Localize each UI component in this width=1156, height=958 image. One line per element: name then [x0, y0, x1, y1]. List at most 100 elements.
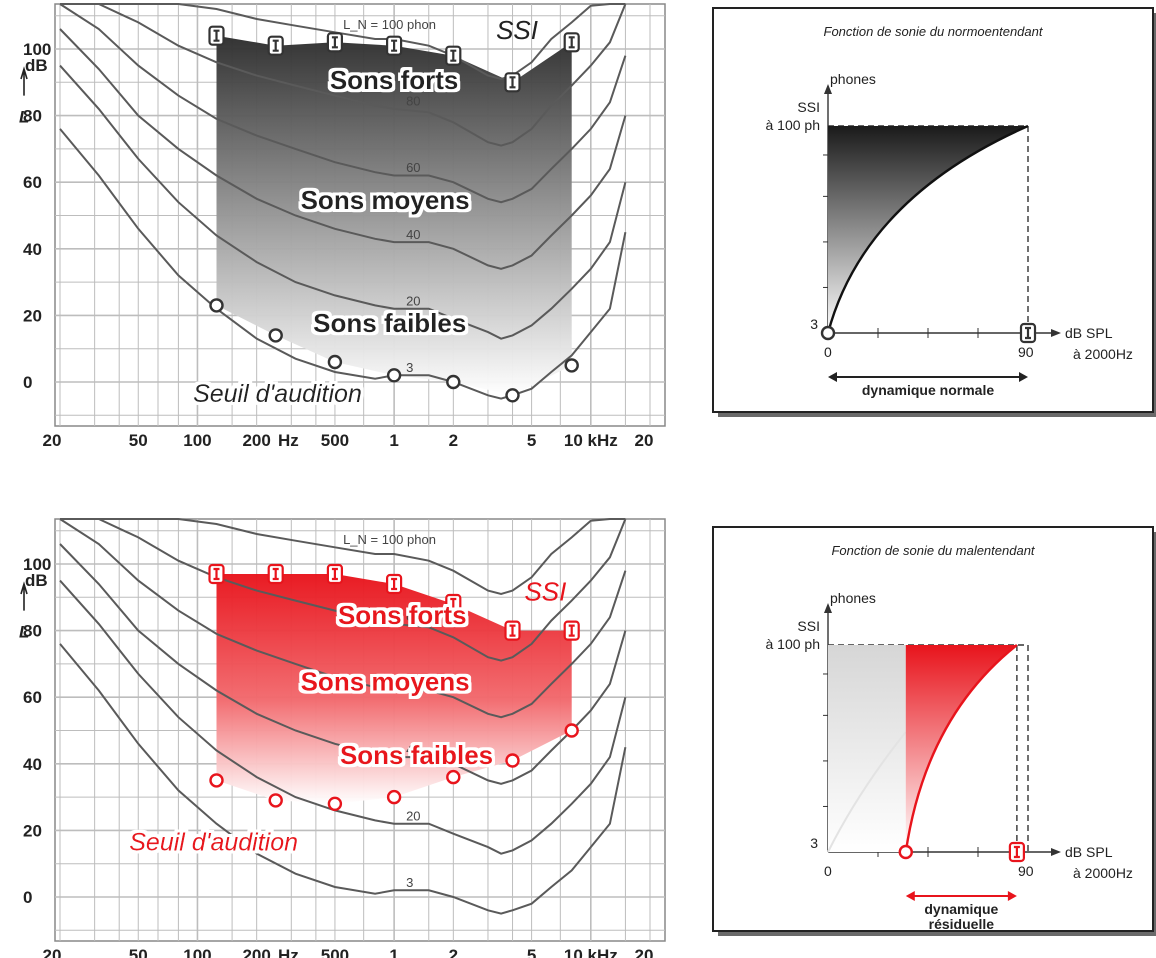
y-min-label: 3: [810, 835, 818, 851]
ssi-marker: [1008, 841, 1025, 863]
x-axis-arrowhead: [1051, 848, 1061, 856]
contour-label-80: 80: [406, 94, 420, 109]
y-tick-label-2: 40: [23, 240, 42, 259]
ssi-marker-4-glyph: [450, 49, 457, 62]
x-tick-label-10: 20: [635, 946, 654, 958]
ssi-marker-5-glyph: [509, 624, 516, 637]
threshold-marker-6: [564, 358, 579, 373]
threshold-marker-5: [505, 388, 520, 403]
loudness-panel-normal: Fonction de sonie du normoentendant phone…: [712, 7, 1156, 417]
equal-loudness-contour-60: [59, 3, 627, 204]
threshold-marker-3: [386, 789, 402, 805]
ssi-marker-6-glyph: [568, 624, 575, 637]
ssi-marker-6-glyph: [568, 36, 575, 49]
x-axis-sublabel: à 2000Hz: [1073, 865, 1133, 881]
x-tick-label-1: 50: [129, 431, 148, 450]
ssi-marker-4-glyph: [450, 597, 457, 611]
y-symbol-label: L: [19, 622, 29, 641]
threshold-marker: [898, 844, 913, 860]
y-axis-arrowhead: [824, 603, 832, 613]
ssi-level-label: à 100 ph: [766, 117, 821, 133]
x-tick-label-0: 20: [43, 946, 62, 958]
x-tick-label-9: 10 kHz: [564, 946, 618, 958]
panel-title: Fonction de sonie du malentendant: [831, 543, 1035, 558]
x-tick-label-7: 2: [449, 946, 458, 958]
y-tick-label-1: 20: [23, 306, 42, 325]
ssi-marker-0-glyph: [213, 29, 220, 42]
range-label-line2: résiduelle: [929, 916, 995, 932]
threshold-marker: [820, 325, 836, 341]
y-tick-label-3: 60: [23, 173, 42, 192]
y-tick-label-5: 100: [23, 555, 51, 574]
y-tick-label-5: 100: [23, 40, 51, 59]
x-tick-label-0: 20: [43, 431, 62, 450]
range-label-line1: dynamique normale: [862, 382, 994, 398]
y-min-label: 3: [810, 316, 818, 332]
loudness-area: [905, 645, 1017, 852]
ssi-marker-1-glyph: [272, 567, 279, 581]
x-tick-label-5: 500: [321, 946, 349, 958]
region-label-loud: Sons forts: [330, 65, 459, 95]
equal-loudness-contour-100: [60, 3, 626, 81]
loudness-area: [828, 126, 1028, 333]
loudness-curve: [904, 644, 1018, 853]
ssi-marker-0-glyph: [213, 567, 220, 581]
contour-label-3: 3: [406, 360, 413, 375]
ssi-marker-glyph: [1013, 845, 1020, 859]
ssi-marker-1: [267, 563, 284, 585]
x-tick-label-8: 5: [527, 946, 536, 958]
dynamic-range-area: [216, 574, 572, 804]
y-axis-label: phones: [830, 71, 876, 87]
ssi-marker-5-glyph: [509, 76, 516, 89]
threshold-marker-2: [327, 354, 343, 370]
ssi-level-label: à 100 ph: [766, 636, 821, 652]
ssi-marker-glyph: [1025, 326, 1031, 340]
contour-label-60: 60: [406, 675, 420, 690]
contour-label-100: L_N = 100 phon: [343, 17, 436, 32]
threshold-marker-6: [564, 723, 579, 738]
equal-loudness-contour-80: [60, 518, 627, 662]
ssi-label: SSI: [524, 577, 566, 607]
normal-reference-area: [828, 645, 906, 852]
ssi-marker-2: [326, 563, 343, 585]
ssi-marker-3: [386, 573, 403, 595]
normal-reference-curve: [827, 731, 907, 853]
ssi-marker-2-glyph: [331, 567, 338, 581]
ssi-label: SSI: [496, 15, 538, 45]
range-label-line1: dynamique: [924, 901, 998, 917]
contour-label-100: L_N = 100 phon: [343, 532, 436, 547]
x-tick-label-5: 500: [321, 431, 349, 450]
y-tick-label-1: 20: [23, 821, 42, 840]
x-axis-label: dB SPL: [1065, 325, 1113, 341]
equal-loudness-contour-100: [60, 518, 626, 596]
threshold-marker-2: [327, 796, 343, 811]
equal-loudness-contour-20: [59, 579, 627, 855]
ssi-marker-6: [563, 620, 580, 641]
ssi-axis-label: SSI: [797, 618, 820, 634]
ssi-marker-2: [326, 32, 343, 53]
equal-loudness-contour-60: [59, 518, 627, 719]
ssi-marker-5: [504, 72, 521, 93]
x-tick-label-2: 100: [183, 946, 211, 958]
x-tick-label-1: 90: [1018, 344, 1034, 360]
region-label-soft: Sons faibles: [313, 308, 466, 338]
x-tick-label-2: 100: [183, 431, 211, 450]
x-tick-label-7: 2: [449, 431, 458, 450]
threshold-marker-1: [268, 328, 283, 343]
ssi-marker-4: [445, 593, 462, 615]
ssi-marker: [1019, 322, 1037, 344]
x-tick-label-6: 1: [389, 431, 398, 450]
ssi-axis-label: SSI: [797, 99, 820, 115]
threshold-marker-0: [209, 298, 224, 313]
ssi-marker-4: [445, 45, 462, 66]
contour-label-40: 40: [406, 227, 420, 242]
equal-loudness-contour-40: [59, 28, 627, 270]
contour-label-80: 80: [406, 609, 420, 624]
x-tick-label-1: 50: [129, 946, 148, 958]
x-tick-label-4: Hz: [278, 431, 299, 450]
equal-loudness-contour-3: [59, 643, 627, 915]
y-tick-label-0: 0: [23, 373, 32, 392]
